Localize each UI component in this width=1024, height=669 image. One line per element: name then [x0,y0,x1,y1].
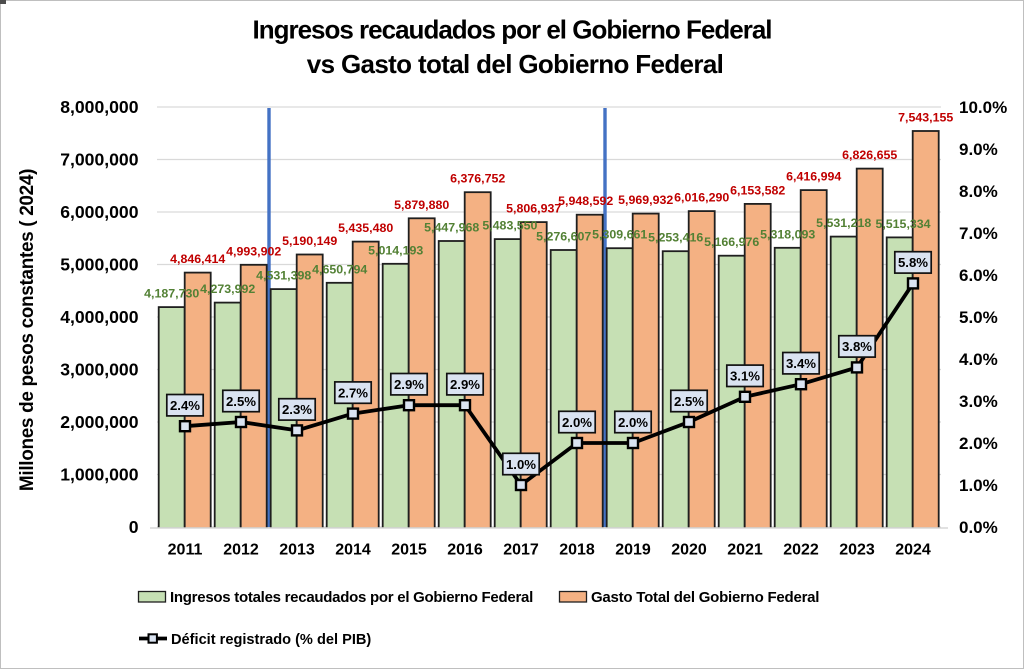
svg-text:2.9%: 2.9% [394,377,424,392]
svg-text:5,806,937: 5,806,937 [506,202,561,216]
svg-text:3.4%: 3.4% [786,356,816,371]
svg-text:3.8%: 3.8% [842,339,872,354]
svg-text:4.0%: 4.0% [959,350,998,369]
svg-text:1.0%: 1.0% [959,476,998,495]
svg-text:5,483,550: 5,483,550 [482,219,537,233]
svg-text:2013: 2013 [279,542,315,559]
svg-text:2.5%: 2.5% [674,394,704,409]
svg-text:2011: 2011 [168,542,203,559]
svg-text:2023: 2023 [839,542,875,559]
svg-text:4,846,414: 4,846,414 [170,252,225,266]
svg-text:8,000,000: 8,000,000 [60,97,138,117]
svg-text:2.0%: 2.0% [959,434,998,453]
svg-text:2016: 2016 [447,542,483,559]
svg-text:2012: 2012 [223,542,259,559]
svg-text:2021: 2021 [727,542,763,559]
svg-text:Ingresos recaudados por el Gob: Ingresos recaudados por el Gobierno Fede… [252,15,771,45]
svg-text:5,276,607: 5,276,607 [536,230,591,244]
svg-text:5,000,000: 5,000,000 [60,255,138,275]
svg-text:6,376,752: 6,376,752 [450,172,505,186]
svg-text:5.0%: 5.0% [959,308,998,327]
svg-text:9.0%: 9.0% [959,140,998,159]
svg-text:5,879,880: 5,879,880 [394,198,449,212]
svg-text:2,000,000: 2,000,000 [60,412,138,432]
svg-text:2.3%: 2.3% [282,402,312,417]
svg-text:7,543,155: 7,543,155 [898,111,953,125]
svg-text:2018: 2018 [559,542,595,559]
svg-text:7.0%: 7.0% [959,224,998,243]
svg-text:0.0%: 0.0% [959,518,998,537]
svg-text:2020: 2020 [671,542,707,559]
svg-text:2014: 2014 [335,542,371,559]
svg-text:5,166,976: 5,166,976 [704,235,759,249]
svg-text:2024: 2024 [895,542,931,559]
svg-text:Millones de pesos constantes (: Millones de pesos constantes ( 2024) [17,169,38,491]
svg-text:2.5%: 2.5% [226,394,256,409]
svg-text:4,273,992: 4,273,992 [200,282,255,296]
svg-text:2022: 2022 [783,542,819,559]
svg-text:6,416,994: 6,416,994 [786,170,841,184]
svg-text:Gasto Total del Gobierno Feder: Gasto Total del Gobierno Federal [591,589,819,606]
svg-text:0: 0 [129,517,139,537]
svg-text:2015: 2015 [391,542,427,559]
svg-text:2.4%: 2.4% [170,398,200,413]
svg-text:5,969,932: 5,969,932 [618,193,673,207]
svg-text:6,153,582: 6,153,582 [730,183,785,197]
svg-text:5,309,661: 5,309,661 [592,228,647,242]
svg-text:10.0%: 10.0% [959,98,1007,117]
svg-text:Ingresos totales recaudados po: Ingresos totales recaudados por el Gobie… [170,589,533,606]
svg-text:3,000,000: 3,000,000 [60,360,138,380]
svg-text:5,190,149: 5,190,149 [282,234,337,248]
svg-text:3.1%: 3.1% [730,369,760,384]
svg-text:5.8%: 5.8% [898,255,928,270]
svg-text:8.0%: 8.0% [959,182,998,201]
svg-text:5,531,218: 5,531,218 [816,216,871,230]
svg-text:6,000,000: 6,000,000 [60,202,138,222]
svg-text:5,014,193: 5,014,193 [368,243,423,257]
svg-text:5,948,592: 5,948,592 [558,194,613,208]
svg-text:1,000,000: 1,000,000 [60,465,138,485]
svg-text:6,826,655: 6,826,655 [842,148,897,162]
svg-text:5,253,416: 5,253,416 [648,231,703,245]
svg-text:vs Gasto total del Gobierno Fe: vs Gasto total del Gobierno Federal [307,49,723,79]
svg-text:7,000,000: 7,000,000 [60,150,138,170]
svg-text:1.0%: 1.0% [506,457,536,472]
svg-text:4,993,902: 4,993,902 [226,244,281,258]
svg-text:2019: 2019 [615,542,651,559]
svg-text:2.7%: 2.7% [338,385,368,400]
svg-text:5,435,480: 5,435,480 [338,221,393,235]
svg-text:2.0%: 2.0% [562,415,592,430]
svg-text:2017: 2017 [503,542,539,559]
svg-text:6,016,290: 6,016,290 [674,191,729,205]
svg-text:2.0%: 2.0% [618,415,648,430]
svg-text:Déficit registrado (% del PIB): Déficit registrado (% del PIB) [171,632,371,648]
svg-text:4,531,398: 4,531,398 [256,269,311,283]
svg-text:5,318,093: 5,318,093 [760,227,815,241]
svg-text:4,000,000: 4,000,000 [60,307,138,327]
svg-text:3.0%: 3.0% [959,392,998,411]
svg-text:4,187,730: 4,187,730 [144,287,199,301]
svg-text:5,447,968: 5,447,968 [424,221,479,235]
svg-text:5,515,334: 5,515,334 [875,217,930,231]
svg-text:6.0%: 6.0% [959,266,998,285]
svg-text:4,650,794: 4,650,794 [312,262,367,276]
svg-text:2.9%: 2.9% [450,377,480,392]
